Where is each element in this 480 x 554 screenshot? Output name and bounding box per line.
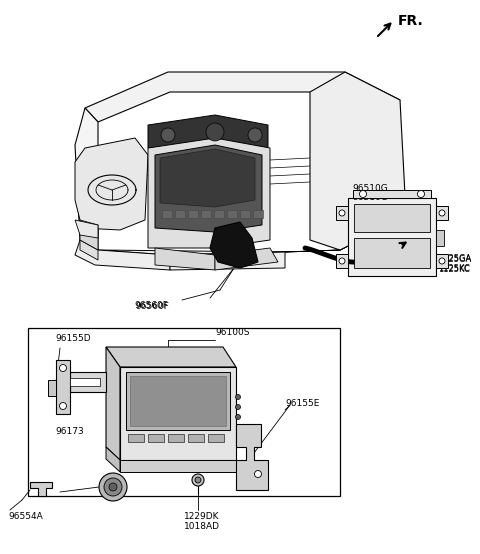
Text: 96560F: 96560F <box>134 301 168 310</box>
Polygon shape <box>130 376 226 426</box>
Polygon shape <box>336 254 348 268</box>
Polygon shape <box>236 424 268 490</box>
Polygon shape <box>75 240 170 270</box>
Text: 96554A: 96554A <box>8 512 43 521</box>
Polygon shape <box>56 360 70 414</box>
Polygon shape <box>310 72 405 250</box>
Bar <box>148 434 164 442</box>
Bar <box>354 238 430 268</box>
Polygon shape <box>48 380 56 396</box>
Polygon shape <box>75 220 98 238</box>
Polygon shape <box>148 138 270 248</box>
Polygon shape <box>436 254 448 268</box>
Polygon shape <box>353 190 431 198</box>
Text: FR.: FR. <box>398 14 424 28</box>
Circle shape <box>192 474 204 486</box>
Polygon shape <box>70 372 106 392</box>
Text: 96155E: 96155E <box>285 399 319 408</box>
Bar <box>162 210 172 218</box>
Bar <box>128 434 144 442</box>
Polygon shape <box>148 115 268 148</box>
Text: 96100S: 96100S <box>215 328 250 337</box>
Circle shape <box>236 404 240 409</box>
Text: 1125GA: 1125GA <box>438 254 471 263</box>
Polygon shape <box>106 347 236 367</box>
Polygon shape <box>98 225 390 255</box>
Bar <box>208 434 224 442</box>
Circle shape <box>195 477 201 483</box>
Polygon shape <box>215 248 278 270</box>
Bar <box>240 210 250 218</box>
Polygon shape <box>120 460 236 472</box>
Polygon shape <box>210 222 258 268</box>
Polygon shape <box>106 347 120 460</box>
Bar <box>188 434 204 442</box>
Circle shape <box>418 191 424 197</box>
Text: 1125GA: 1125GA <box>438 255 471 264</box>
Polygon shape <box>336 206 348 220</box>
Polygon shape <box>126 372 230 430</box>
Circle shape <box>248 128 262 142</box>
Bar <box>28 328 340 496</box>
Polygon shape <box>120 367 236 460</box>
Text: 1125KC: 1125KC <box>438 265 470 274</box>
Circle shape <box>339 258 345 264</box>
Text: 1018AD: 1018AD <box>184 522 220 531</box>
Polygon shape <box>436 206 448 220</box>
Polygon shape <box>160 149 255 207</box>
Polygon shape <box>170 252 285 270</box>
Circle shape <box>360 191 367 197</box>
Circle shape <box>236 394 240 399</box>
Text: 96510G: 96510G <box>352 193 388 202</box>
Polygon shape <box>75 138 148 230</box>
Bar <box>253 210 263 218</box>
Text: 96155D: 96155D <box>55 334 91 343</box>
Circle shape <box>254 470 262 478</box>
Bar <box>227 210 237 218</box>
Bar <box>168 434 184 442</box>
Circle shape <box>439 210 445 216</box>
Circle shape <box>439 258 445 264</box>
Polygon shape <box>70 378 100 386</box>
Circle shape <box>161 128 175 142</box>
Bar <box>188 210 198 218</box>
Polygon shape <box>75 108 98 250</box>
Polygon shape <box>80 220 98 250</box>
Circle shape <box>109 483 117 491</box>
Circle shape <box>60 365 67 372</box>
Bar <box>354 204 430 232</box>
Polygon shape <box>436 230 444 246</box>
Text: 1125KC: 1125KC <box>438 264 470 273</box>
Polygon shape <box>155 145 262 232</box>
Text: 96173: 96173 <box>55 428 84 437</box>
Bar <box>214 210 224 218</box>
Bar <box>348 198 436 276</box>
Circle shape <box>339 210 345 216</box>
Polygon shape <box>106 447 120 472</box>
Text: 96560F: 96560F <box>135 302 169 311</box>
Polygon shape <box>30 482 52 496</box>
Circle shape <box>99 473 127 501</box>
Polygon shape <box>155 248 215 270</box>
Circle shape <box>206 123 224 141</box>
Circle shape <box>236 414 240 419</box>
Text: 96510G: 96510G <box>352 184 388 193</box>
Bar <box>201 210 211 218</box>
Polygon shape <box>80 240 98 260</box>
Polygon shape <box>85 72 400 122</box>
Bar <box>175 210 185 218</box>
Circle shape <box>60 403 67 409</box>
Circle shape <box>104 478 122 496</box>
Text: 1229DK: 1229DK <box>184 512 219 521</box>
